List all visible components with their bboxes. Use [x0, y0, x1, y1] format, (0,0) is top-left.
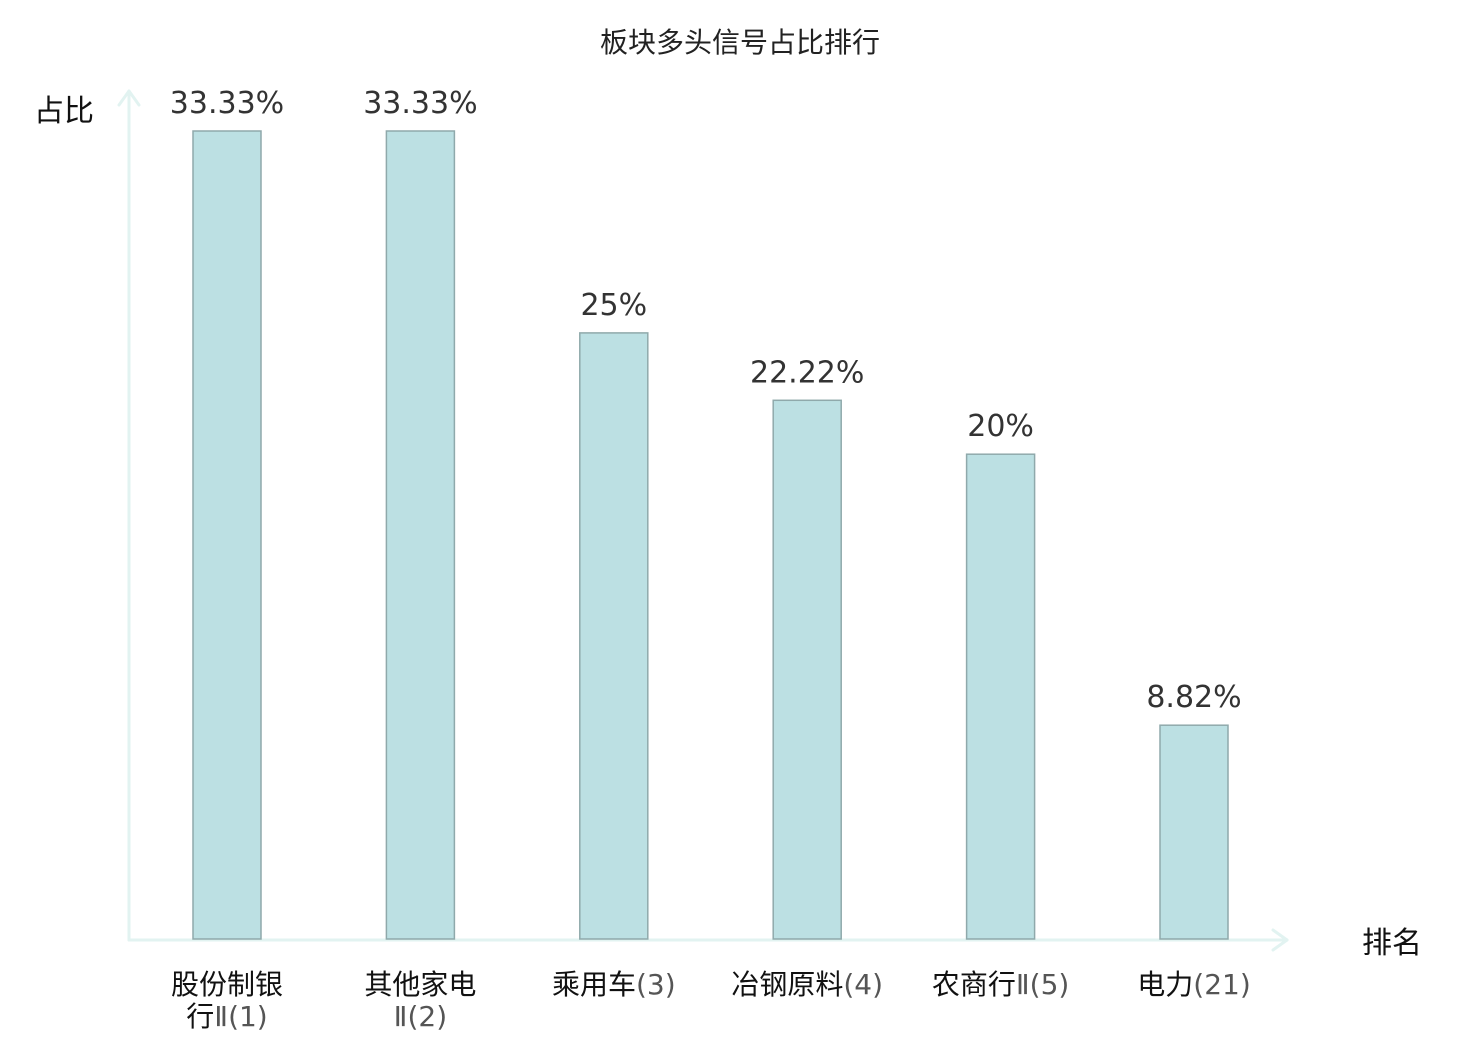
value-label-6: 8.82%: [1146, 680, 1241, 715]
y-axis-arrow: [117, 89, 141, 107]
y-axis-label: 占比: [34, 94, 94, 129]
value-label-5: 20%: [967, 409, 1034, 444]
chart-title: 板块多头信号占比排行: [600, 26, 880, 59]
x-axis-label: 排名: [1362, 926, 1422, 961]
category-label-4: 冶钢原料(4): [731, 968, 883, 1001]
bar-2: [385, 130, 456, 940]
bar-6: [1159, 724, 1229, 940]
value-label-2: 33.33%: [363, 86, 477, 121]
category-label-2-line-2: Ⅱ(2): [394, 1000, 447, 1033]
value-label-4: 22.22%: [750, 355, 864, 390]
category-label-6: 电力(21): [1137, 968, 1251, 1001]
bar-5: [965, 453, 1036, 940]
category-label-1-line-2: 行Ⅱ(1): [186, 1000, 267, 1033]
value-label-3: 25%: [580, 288, 647, 323]
bar-1: [192, 130, 262, 940]
bar-4: [772, 399, 842, 940]
axes: [117, 89, 1289, 952]
category-label-3: 乘用车(3): [552, 968, 676, 1001]
bars: [192, 130, 1229, 940]
category-label-5: 农商行Ⅱ(5): [932, 968, 1069, 1001]
category-label-2-line-1: 其他家电: [364, 968, 476, 1001]
x-axis-arrow: [1271, 928, 1289, 952]
category-label-1-line-1: 股份制银: [171, 968, 283, 1001]
value-label-1: 33.33%: [170, 86, 284, 121]
value-labels: 33.33% 33.33% 25% 22.22% 20% 8.82%: [170, 86, 1242, 715]
bar-3: [579, 332, 649, 940]
